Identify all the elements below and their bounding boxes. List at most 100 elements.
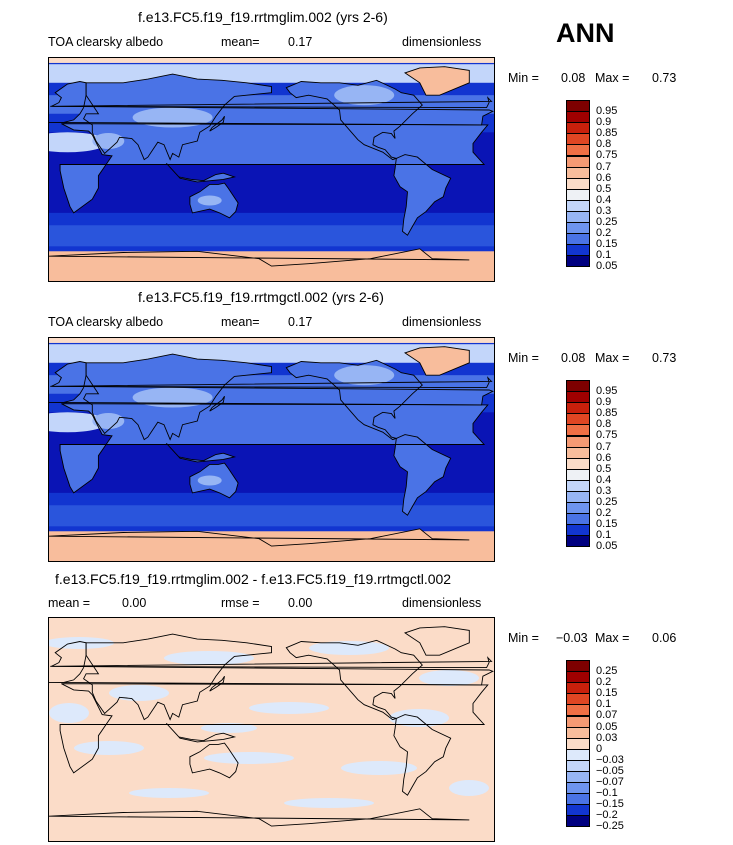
colorbar-label: 0.85 — [596, 127, 618, 140]
diff-region — [284, 798, 374, 808]
canada-region — [334, 85, 395, 106]
min-label: Min = — [508, 71, 539, 85]
colorbar-label: 0.25 — [596, 496, 618, 508]
colorbar-swatch — [566, 255, 590, 268]
coastline — [403, 626, 470, 656]
coastline — [49, 248, 470, 267]
colorbar-label: 0.15 — [596, 518, 618, 531]
sahara-region — [49, 132, 108, 153]
colorbar-label: 0.7 — [596, 160, 612, 173]
colorbar-label: 0.1 — [596, 249, 612, 262]
coastline — [50, 656, 493, 669]
land-region — [166, 443, 235, 462]
colorbar-label: 0.25 — [596, 216, 618, 228]
min-label: Min = — [508, 631, 539, 645]
antarctica-ice — [49, 528, 470, 547]
coastline — [209, 675, 225, 692]
coastline — [166, 722, 237, 743]
greenland-ice — [405, 346, 470, 376]
north-pole-band — [49, 338, 494, 343]
units-label: dimensionless — [402, 35, 482, 49]
max-value: 0.73 — [652, 71, 677, 85]
land-region — [393, 154, 451, 236]
max-label: Max = — [595, 71, 630, 85]
colorbar-label: 0.9 — [596, 116, 612, 129]
southern-band — [49, 225, 494, 247]
arabia-region — [92, 133, 125, 150]
colorbar-label: 0.7 — [596, 440, 612, 453]
colorbar-label: 0.2 — [596, 507, 612, 520]
panel-title: f.e13.FC5.f19_f19.rrtmglim.002 (yrs 2-6) — [138, 9, 388, 25]
coastline — [166, 162, 237, 183]
canada-region — [334, 365, 395, 386]
colorbar-label: 0.95 — [596, 385, 618, 397]
max-value: 0.06 — [652, 631, 677, 645]
panel-title: f.e13.FC5.f19_f19.rrtmglim.002 - f.e13.F… — [55, 571, 452, 587]
colorbar-label: 0.75 — [596, 429, 618, 442]
diff-region — [309, 641, 389, 655]
min-value: 0.08 — [561, 71, 586, 85]
colorbar-label: 0.15 — [596, 687, 618, 700]
coastline — [189, 462, 239, 499]
mean-value: 0.17 — [288, 35, 313, 49]
max-value: 0.73 — [652, 351, 677, 365]
colorbar-swatch — [566, 535, 590, 548]
australia-desert — [197, 475, 222, 486]
australia-desert — [197, 195, 222, 206]
coastline — [285, 79, 423, 161]
colorbar-label: 0.4 — [596, 473, 612, 486]
coastline — [49, 81, 494, 126]
map-plot — [48, 57, 495, 282]
coastline — [393, 714, 452, 796]
units-label: dimensionless — [402, 315, 482, 329]
coastline — [166, 442, 237, 463]
diff-region — [164, 651, 254, 665]
coastline — [209, 395, 225, 412]
colorbar-label: 0.05 — [596, 540, 618, 553]
rmse-value: 0.00 — [288, 596, 313, 610]
coastline — [285, 639, 423, 721]
diff-region — [419, 670, 479, 686]
colorbar-label: 0.03 — [596, 731, 618, 744]
colorbar-label: 0.6 — [596, 451, 612, 464]
season-label: ANN — [556, 18, 615, 48]
colorbar-label: −0.03 — [596, 753, 624, 766]
colorbar-label: 0.05 — [596, 720, 618, 733]
coastline — [83, 633, 272, 721]
rmse-label: rmse = — [221, 596, 260, 610]
min-value: 0.08 — [561, 351, 586, 365]
coastline — [49, 528, 470, 547]
colorbar-label: 0.05 — [596, 260, 618, 273]
colorbar-label: 0.3 — [596, 484, 612, 497]
diff-region — [449, 780, 489, 796]
colorbar-label: 0.1 — [596, 529, 612, 542]
land-region — [393, 434, 451, 516]
colorbar-label: 0.07 — [596, 709, 618, 722]
diff-region — [109, 685, 169, 701]
colorbar-label: 0.9 — [596, 396, 612, 409]
diff-region — [201, 723, 257, 733]
colorbar-label: 0.8 — [596, 138, 612, 151]
diff-region — [249, 702, 329, 714]
land-region — [209, 116, 225, 132]
coastline — [59, 123, 489, 214]
min-value: −0.03 — [556, 631, 588, 645]
mean-label: mean= — [221, 315, 260, 329]
diff-region — [341, 761, 417, 775]
colorbar-swatch — [566, 815, 590, 828]
coastline — [189, 182, 239, 219]
mean-value: 0.17 — [288, 315, 313, 329]
colorbar-label: −0.1 — [596, 787, 618, 800]
colorbar-label: 0.4 — [596, 193, 612, 206]
diff-region — [204, 752, 294, 764]
colorbar-label: 0.95 — [596, 105, 618, 117]
coastline — [49, 641, 494, 686]
coastline — [393, 434, 452, 516]
colorbar-label: 0.1 — [596, 698, 612, 711]
colorbar-label: 0 — [596, 742, 603, 755]
min-label: Min = — [508, 351, 539, 365]
colorbar-label: 0.75 — [596, 149, 618, 162]
diff-region — [49, 703, 89, 723]
mean-label: mean = — [48, 596, 91, 610]
colorbar-label: −0.15 — [596, 798, 624, 811]
